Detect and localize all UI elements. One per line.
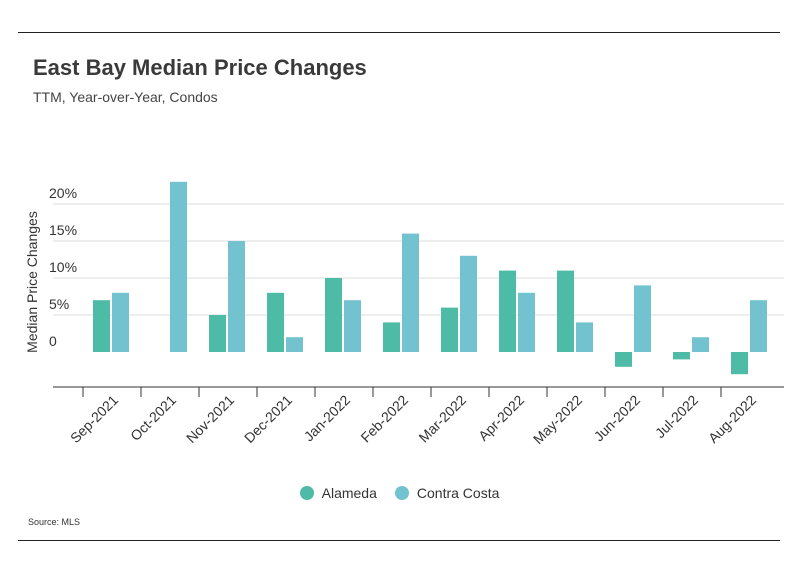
bar-contra-costa: [170, 181, 187, 352]
y-axis-label: Median Price Changes: [24, 211, 40, 353]
bar-contra-costa: [750, 300, 767, 352]
legend-item-alameda: Alameda: [299, 485, 377, 501]
legend-swatch-alameda: [299, 486, 314, 500]
bar-alameda: [557, 270, 574, 352]
x-tick-label: Mar-2022: [415, 392, 469, 446]
bar-alameda: [267, 292, 284, 352]
chart-subtitle: TTM, Year-over-Year, Condos: [33, 89, 218, 105]
source-note: Source: MLS: [28, 517, 81, 527]
x-tick-label: Oct-2021: [127, 392, 179, 444]
x-tick-label: Feb-2022: [357, 392, 411, 446]
legend-label-alameda: Alameda: [321, 485, 377, 501]
bar-contra-costa: [402, 233, 419, 352]
bar-alameda: [615, 352, 632, 367]
legend: Alameda Contra Costa: [0, 485, 799, 501]
y-tick-label: 15%: [49, 222, 77, 238]
bar-alameda: [731, 352, 748, 375]
bar-alameda: [209, 315, 226, 352]
x-tick-label: Aug-2022: [705, 392, 759, 446]
bar-alameda: [325, 278, 342, 352]
x-tick-label: Nov-2021: [183, 392, 237, 446]
bottom-rule: [18, 540, 780, 541]
x-tick-label: Jan-2022: [301, 392, 354, 445]
bar-contra-costa: [286, 337, 303, 352]
bar-contra-costa: [228, 241, 245, 352]
top-rule: [18, 32, 780, 33]
legend-label-contra-costa: Contra Costa: [416, 485, 500, 501]
y-tick-label: 20%: [49, 185, 77, 201]
bar-contra-costa: [634, 285, 651, 352]
x-tick-label: Apr-2022: [475, 392, 527, 444]
legend-item-contra-costa: Contra Costa: [394, 485, 500, 501]
bars: [93, 181, 767, 375]
x-tick-label: Jul-2022: [652, 392, 701, 441]
legend-swatch-contra-costa: [394, 486, 409, 500]
bar-alameda: [383, 322, 400, 352]
x-tick-label: Jun-2022: [591, 392, 644, 445]
bar-contra-costa: [460, 255, 477, 352]
chart-title: East Bay Median Price Changes: [33, 55, 367, 80]
bar-contra-costa: [344, 300, 361, 352]
y-tick-label: 0: [49, 333, 57, 349]
y-tick-label: 10%: [49, 259, 77, 275]
bar-contra-costa: [518, 292, 535, 352]
bar-alameda: [93, 300, 110, 352]
bar-alameda: [499, 270, 516, 352]
x-tick-label: Dec-2021: [241, 392, 295, 446]
y-tick-label: 5%: [49, 296, 69, 312]
x-tick-label: Sep-2021: [67, 392, 121, 446]
bar-alameda: [441, 307, 458, 352]
x-tick-label: May-2022: [530, 392, 585, 447]
bar-contra-costa: [576, 322, 593, 352]
bar-contra-costa: [692, 337, 709, 352]
bar-contra-costa: [112, 292, 129, 352]
bar-alameda: [673, 352, 690, 360]
